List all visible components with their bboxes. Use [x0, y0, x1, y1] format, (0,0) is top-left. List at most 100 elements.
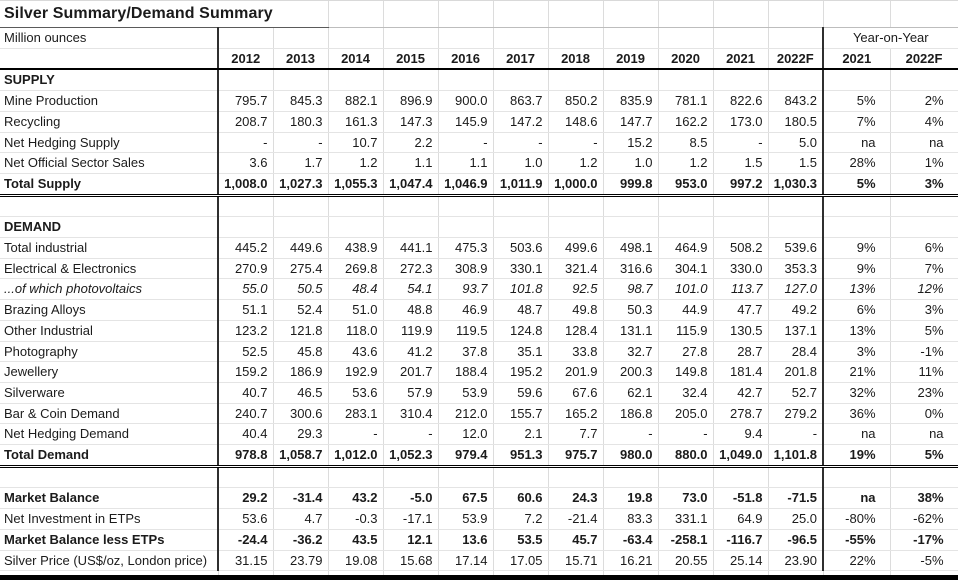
value-cell: 93.7 — [438, 278, 494, 301]
table-row: Other Industrial 123.2 121.8 118.0 119.9 119.… — [0, 320, 958, 342]
empty-cell — [548, 570, 604, 575]
value-cell: 1,027.3 — [273, 172, 329, 197]
value-cell: 53.5 — [493, 529, 549, 551]
value-cell: 978.8 — [218, 444, 274, 468]
value-cell: 41.2 — [383, 341, 439, 363]
yoy-value-cell: 7% — [823, 111, 891, 133]
value-cell: 275.4 — [273, 258, 329, 280]
value-cell: 1.5 — [768, 152, 825, 174]
empty-cell — [658, 570, 714, 575]
empty-cell — [658, 27, 714, 49]
empty-cell — [823, 1, 891, 28]
empty-cell — [218, 570, 274, 575]
value-cell: 43.2 — [328, 487, 384, 510]
value-cell: 951.3 — [493, 444, 549, 468]
value-cell: 503.6 — [493, 237, 549, 259]
value-cell — [768, 466, 825, 489]
row-label: Photography — [0, 341, 219, 363]
yoy-value-cell: na — [890, 423, 958, 446]
empty-cell — [0, 48, 219, 71]
value-cell: - — [493, 132, 549, 154]
value-cell: 98.7 — [603, 278, 659, 301]
value-cell: -71.5 — [768, 487, 825, 510]
value-cell — [658, 466, 714, 489]
value-cell: 201.8 — [768, 361, 825, 383]
value-cell — [713, 195, 769, 218]
yoy-value-cell: 0% — [890, 403, 958, 425]
value-cell: 1,049.0 — [713, 444, 769, 468]
value-cell: 1.1 — [438, 152, 494, 174]
value-cell: 835.9 — [603, 90, 659, 112]
yoy-value-cell: 1% — [890, 152, 958, 174]
value-cell: 101.0 — [658, 278, 714, 301]
value-cell: 83.3 — [603, 508, 659, 530]
value-cell: 300.6 — [273, 403, 329, 425]
value-cell: 46.9 — [438, 299, 494, 321]
yoy-value-cell: 36% — [823, 403, 891, 425]
value-cell: -0.3 — [328, 508, 384, 530]
value-cell: 781.1 — [658, 90, 714, 112]
yoy-value-cell: -55% — [823, 529, 891, 551]
value-cell: 1.2 — [328, 152, 384, 174]
value-cell: 49.8 — [548, 299, 604, 321]
column-header: 2020 — [658, 48, 714, 71]
value-cell — [768, 69, 825, 92]
value-cell: -63.4 — [603, 529, 659, 551]
yoy-value-cell: na — [823, 487, 891, 510]
value-cell: 539.6 — [768, 237, 825, 259]
value-cell: 19.08 — [328, 550, 384, 572]
value-cell: 1,052.3 — [383, 444, 439, 468]
value-cell — [548, 195, 604, 218]
value-cell: 316.6 — [603, 258, 659, 280]
value-cell — [328, 195, 384, 218]
yoy-value-cell: 5% — [890, 320, 958, 342]
value-cell — [713, 69, 769, 92]
yoy-value-cell: -1% — [890, 341, 958, 363]
yoy-value-cell — [823, 69, 891, 92]
value-cell: 180.5 — [768, 111, 825, 133]
value-cell: 24.3 — [548, 487, 604, 510]
yoy-value-cell: 32% — [823, 382, 891, 404]
yoy-value-cell: -80% — [823, 508, 891, 530]
column-header: 2013 — [273, 48, 329, 71]
value-cell: 15.68 — [383, 550, 439, 572]
table-row: Net Investment in ETPs 53.6 4.7 -0.3 -17.1 53… — [0, 508, 958, 530]
value-cell: 330.0 — [713, 258, 769, 280]
empty-cell — [603, 27, 659, 49]
column-header: 2022F — [768, 48, 825, 71]
yoy-value-cell: 21% — [823, 361, 891, 383]
value-cell: 45.7 — [548, 529, 604, 551]
value-cell: 67.6 — [548, 382, 604, 404]
value-cell — [658, 195, 714, 218]
value-cell: -21.4 — [548, 508, 604, 530]
value-cell — [493, 69, 549, 92]
yoy-value-cell — [890, 216, 958, 239]
value-cell: 1,011.9 — [493, 172, 549, 197]
value-cell: 37.8 — [438, 341, 494, 363]
row-label: ...of which photovoltaics — [0, 278, 219, 301]
value-cell — [658, 216, 714, 239]
value-cell: 123.2 — [218, 320, 274, 342]
empty-cell — [768, 570, 824, 575]
value-cell: 64.9 — [713, 508, 769, 530]
column-header: 2015 — [383, 48, 439, 71]
table-row: Silver Price (US$/oz, London price) 31.15… — [0, 550, 958, 572]
value-cell: 62.1 — [603, 382, 659, 404]
value-cell: -24.4 — [218, 529, 274, 551]
empty-cell — [0, 570, 219, 575]
value-cell: 43.6 — [328, 341, 384, 363]
value-cell: 1,101.8 — [768, 444, 825, 468]
value-cell: 48.4 — [328, 278, 384, 301]
yoy-value-cell — [890, 69, 958, 92]
value-cell: -17.1 — [383, 508, 439, 530]
value-cell: 28.7 — [713, 341, 769, 363]
value-cell: 843.2 — [768, 90, 825, 112]
value-cell: 304.1 — [658, 258, 714, 280]
page-title: Silver Summary/Demand Summary — [0, 1, 329, 28]
value-cell: - — [273, 132, 329, 154]
value-cell: 321.4 — [548, 258, 604, 280]
value-cell: 52.4 — [273, 299, 329, 321]
table-row: Market Balance less ETPs -24.4 -36.2 43.5 12… — [0, 529, 958, 551]
row-label — [0, 195, 219, 218]
value-cell: 863.7 — [493, 90, 549, 112]
